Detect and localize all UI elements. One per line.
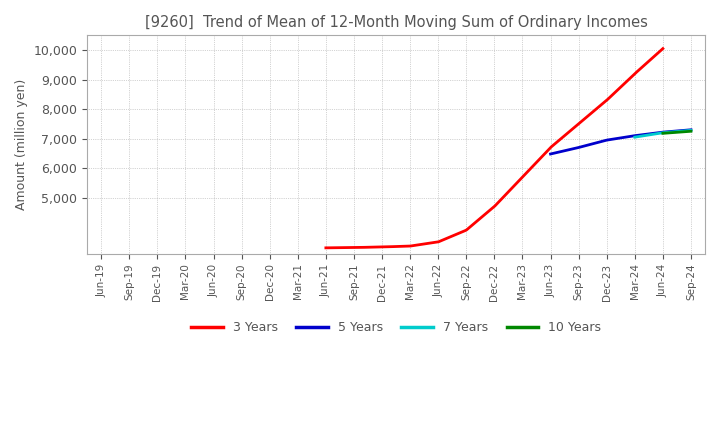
Title: [9260]  Trend of Mean of 12-Month Moving Sum of Ordinary Incomes: [9260] Trend of Mean of 12-Month Moving … bbox=[145, 15, 647, 30]
Legend: 3 Years, 5 Years, 7 Years, 10 Years: 3 Years, 5 Years, 7 Years, 10 Years bbox=[186, 316, 606, 339]
Y-axis label: Amount (million yen): Amount (million yen) bbox=[15, 79, 28, 210]
